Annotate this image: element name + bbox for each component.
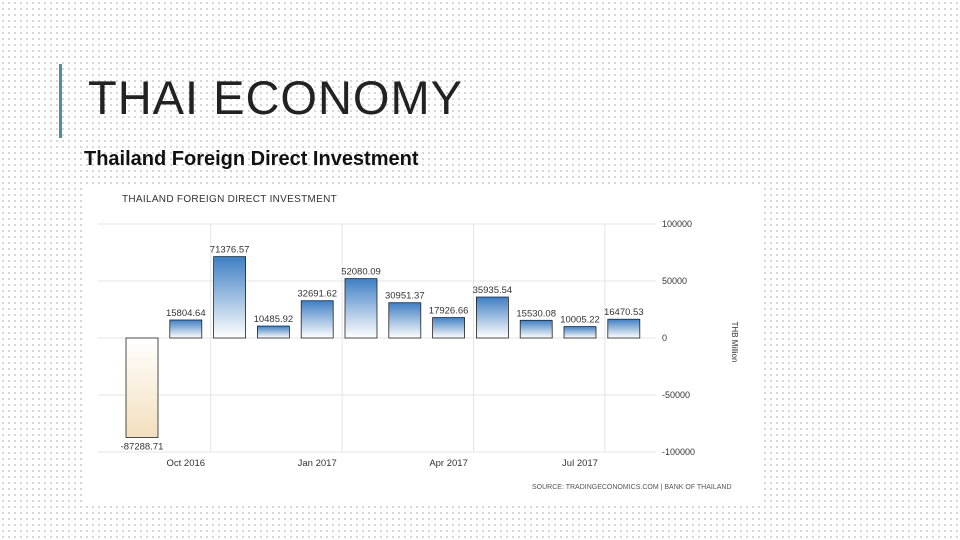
bar-feb-2017 [344, 278, 378, 339]
data-label: 15804.64 [166, 308, 206, 319]
bar-dec-2016 [256, 325, 290, 339]
data-label: 15530.08 [516, 308, 556, 319]
bar-aug-2017 [607, 318, 641, 339]
axis-labels: 100000 50000 0 -50000 -100000 Oct 2016 Jan 201… [167, 219, 739, 469]
data-label: 17926.66 [429, 306, 469, 317]
bar-may-2017 [475, 296, 509, 339]
data-label: 10005.22 [560, 315, 600, 326]
chart-source: SOURCE: TRADINGECONOMICS.COM | BANK OF T… [532, 484, 732, 491]
x-tick-label: Jul 2017 [562, 458, 598, 469]
data-label: -87288.71 [121, 442, 164, 453]
bar-mar-2017 [388, 302, 422, 339]
y-tick-label: -50000 [662, 390, 690, 400]
x-tick-label: Oct 2016 [167, 458, 206, 469]
slide-title: THAI ECONOMY [88, 71, 463, 124]
y-tick-label: 50000 [662, 276, 687, 286]
data-label: 71376.57 [210, 245, 250, 256]
chart-title: THAILAND FOREIGN DIRECT INVESTMENT [122, 194, 338, 205]
bar-apr-2017 [432, 317, 466, 339]
bar-jan-2017 [300, 300, 334, 339]
data-labels: -87288.71 15804.64 71376.57 10485.92 32691.6… [121, 245, 644, 453]
data-label: 32691.62 [297, 289, 337, 300]
y-axis-label: THB Million [730, 322, 739, 363]
bars [125, 256, 641, 438]
fdi-bar-chart: -87288.71 15804.64 71376.57 10485.92 32691.6… [98, 219, 739, 469]
y-tick-label: 100000 [662, 219, 692, 229]
bar-jun-2017 [519, 319, 553, 339]
x-tick-label: Jan 2017 [298, 458, 337, 469]
bar-jul-2017 [563, 326, 597, 339]
data-label: 35935.54 [473, 285, 513, 296]
bar-nov-2016 [213, 256, 246, 339]
slide-subtitle: Thailand Foreign Direct Investment [84, 148, 419, 170]
data-label: 30951.37 [385, 291, 425, 302]
data-label: 52080.09 [341, 267, 381, 278]
data-label: 10485.92 [254, 314, 294, 325]
data-label: 16470.53 [604, 307, 644, 318]
bar-oct-2016 [169, 319, 203, 339]
title-accent-bar [59, 64, 62, 138]
y-tick-label: 0 [662, 333, 667, 343]
chart-container: THAILAND FOREIGN DIRECT INVESTMENT -8728… [86, 186, 762, 502]
x-tick-label: Apr 2017 [429, 458, 468, 469]
bar-sep-2016 [125, 337, 159, 438]
y-tick-label: -100000 [662, 447, 695, 457]
